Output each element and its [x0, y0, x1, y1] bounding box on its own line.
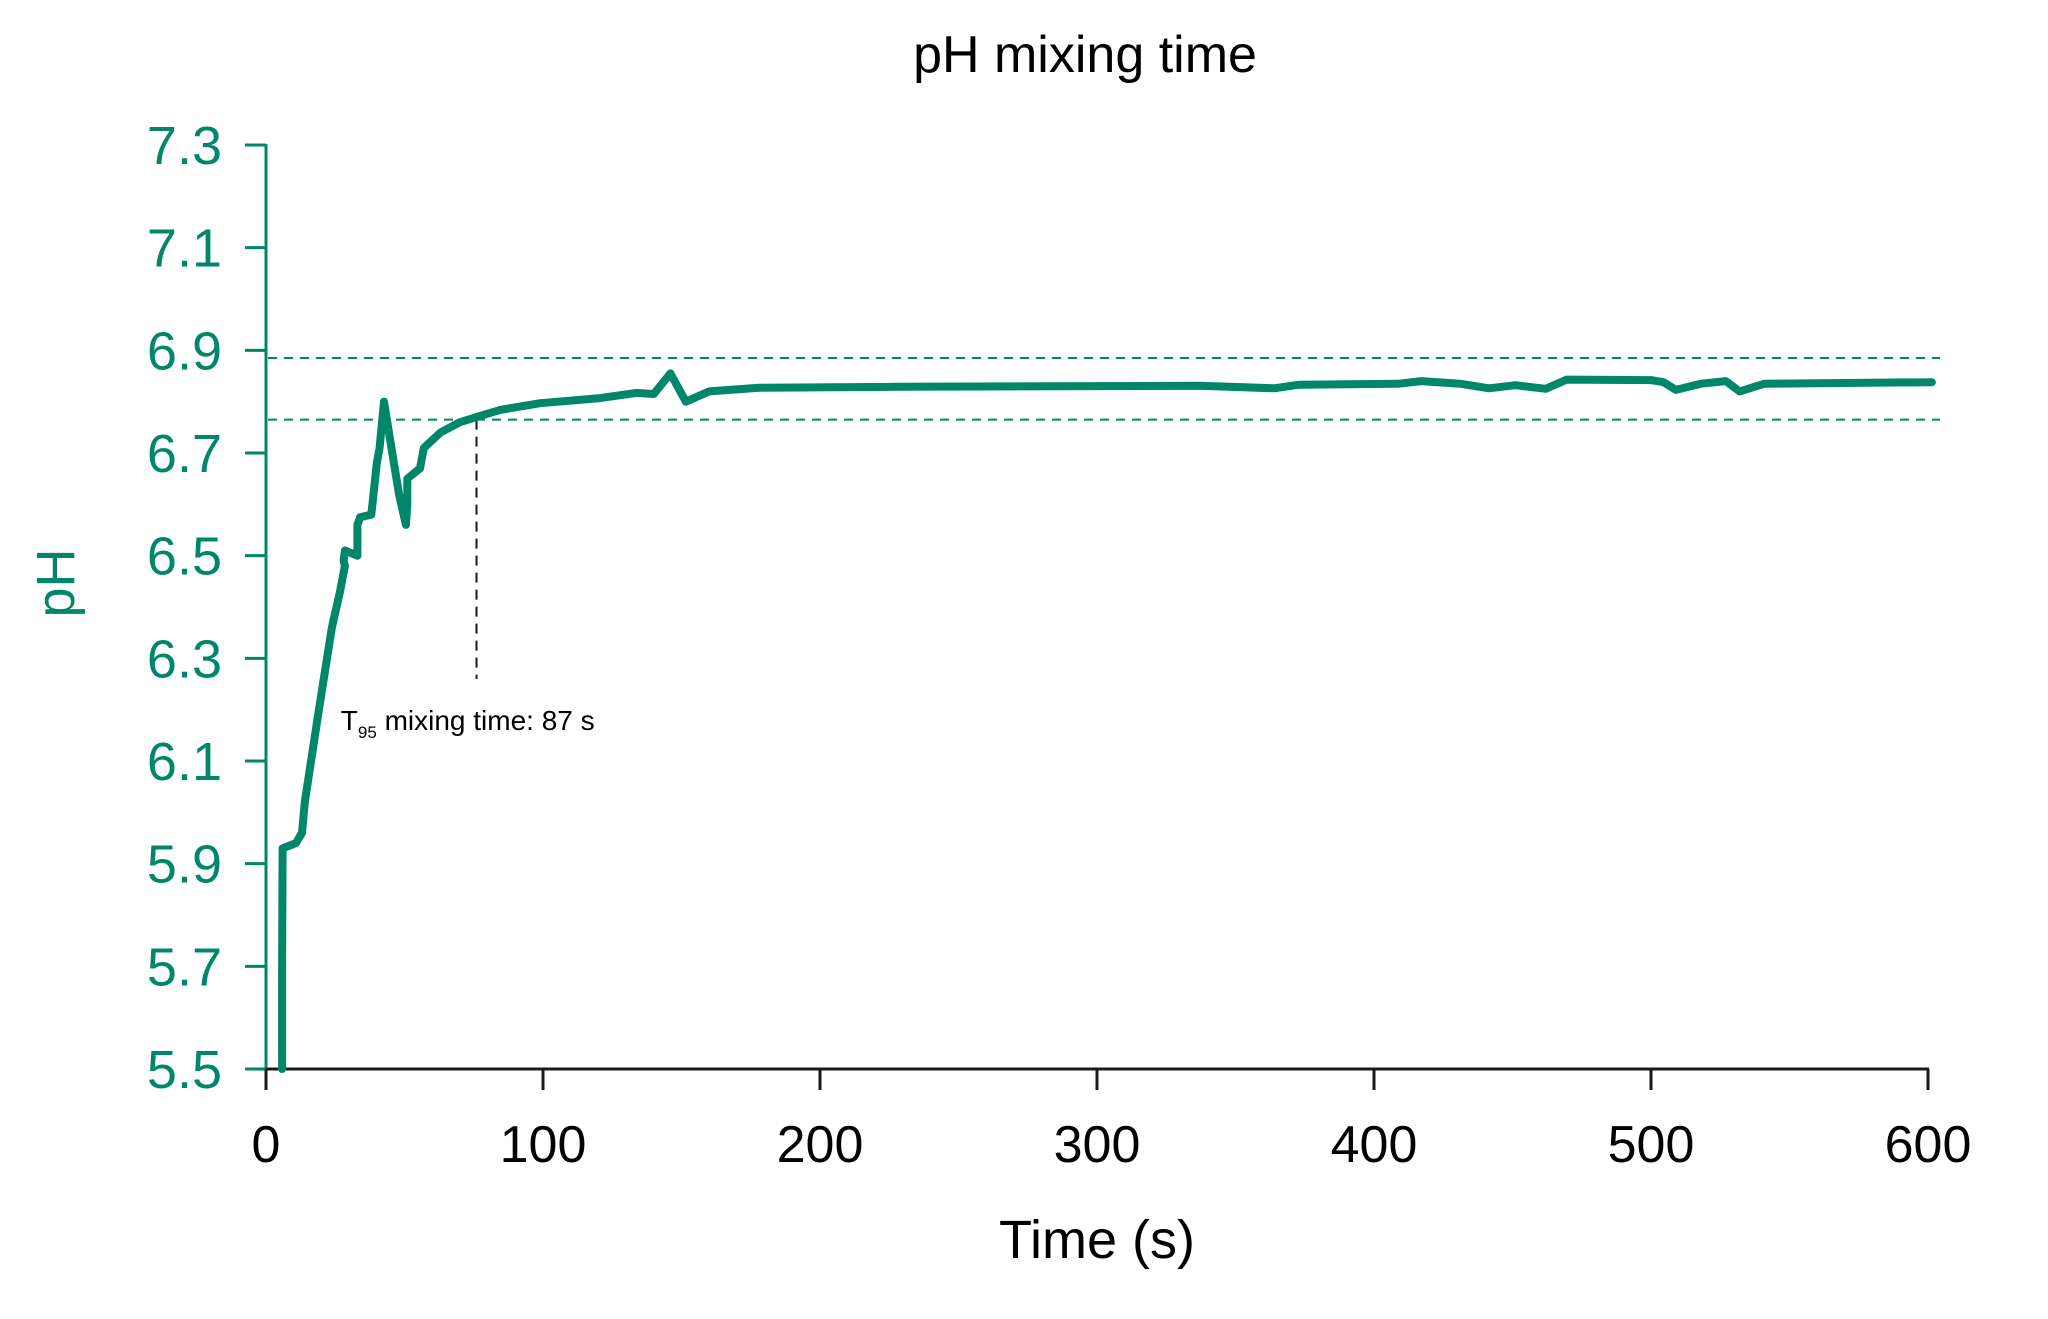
x-tick-label: 0	[252, 1116, 281, 1174]
series-line-ph	[278, 369, 1936, 1073]
x-tick-label: 300	[1054, 1116, 1141, 1174]
x-tick-label: 600	[1885, 1116, 1972, 1174]
y-tick-label: 5.5	[147, 1040, 222, 1100]
x-tick-label: 200	[777, 1116, 864, 1174]
threshold-lines	[268, 357, 1940, 421]
y-tick-label: 7.1	[147, 219, 222, 279]
y-tick-label: 6.9	[147, 321, 222, 381]
y-axis-ticks: 5.5 5.7 5.9 6.1 6.3 6.5 6.7 6.9 7.1 7.3	[147, 116, 266, 1100]
y-tick-label: 6.5	[147, 527, 222, 587]
t95-annotation-subscript: 95	[358, 723, 377, 742]
y-tick-label: 6.1	[147, 732, 222, 792]
y-tick-label: 6.3	[147, 629, 222, 689]
x-axis-ticks: 0 100 200 300 400 500 600	[252, 1069, 1972, 1174]
y-tick-label: 5.9	[147, 835, 222, 895]
y-tick-label: 5.7	[147, 937, 222, 997]
y-tick-label: 6.7	[147, 424, 222, 484]
x-tick-label: 500	[1608, 1116, 1695, 1174]
x-tick-label: 400	[1331, 1116, 1418, 1174]
x-axis-label: Time (s)	[999, 1210, 1195, 1270]
t95-annotation-text: mixing time: 87 s	[377, 705, 595, 736]
t95-annotation-prefix: T	[341, 705, 358, 736]
t95-annotation: T95 mixing time: 87 s	[341, 705, 595, 742]
series-layer	[278, 369, 1936, 1073]
x-tick-label: 100	[500, 1116, 587, 1174]
y-tick-label: 7.3	[147, 116, 222, 176]
chart-title: pH mixing time	[913, 26, 1257, 84]
y-axis-label: pH	[26, 548, 86, 617]
